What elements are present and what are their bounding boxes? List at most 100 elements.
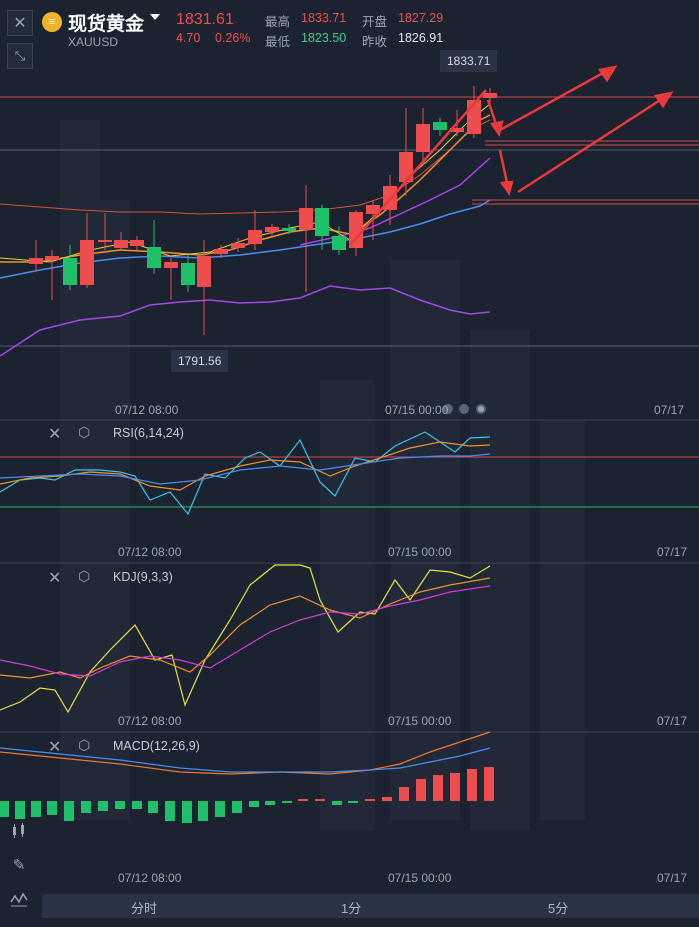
last-price: 1831.61 [176, 11, 234, 28]
candle-body [366, 205, 380, 214]
macd-histogram-bar [282, 801, 292, 803]
time-label: 07/15 00:00 [388, 714, 452, 728]
collapse-arrows-icon[interactable]: ⤡ [7, 43, 33, 69]
macd-histogram-bar [467, 769, 477, 801]
high-label: 最高 [265, 15, 291, 29]
candle-body [197, 256, 211, 287]
rsi-settings-icon[interactable]: ⬡ [78, 424, 91, 440]
candle-body [315, 208, 329, 236]
macd-histogram-bar [115, 801, 125, 809]
macd-histogram-bar [81, 801, 91, 813]
candle-body [181, 263, 195, 285]
period-tab-bar [42, 894, 699, 918]
macd-close-icon[interactable]: ✕ [48, 739, 62, 756]
macd-histogram-bar [484, 767, 494, 801]
indicator-wave-icon[interactable] [6, 886, 32, 912]
macd-histogram-bar [332, 801, 342, 805]
candle-body [332, 236, 346, 250]
low-label: 最低 [265, 35, 291, 49]
low-price-marker: 1791.56 [171, 350, 229, 372]
candle-body [231, 243, 245, 248]
kdj-settings-icon[interactable]: ⬡ [78, 568, 91, 584]
candle-body [282, 228, 296, 231]
candle-body [80, 240, 94, 285]
macd-title: MACD(12,26,9) [113, 739, 200, 753]
macd-histogram-bar [232, 801, 242, 813]
time-label: 07/17 [657, 714, 688, 728]
chevron-down-icon[interactable] [150, 14, 160, 20]
macd-histogram-bar [382, 797, 392, 801]
price-change: 4.70 [176, 31, 201, 45]
instrument-symbol: XAUUSD [68, 35, 119, 49]
time-label: 07/15 00:00 [385, 403, 449, 417]
price-change-pct: 0.26% [215, 31, 251, 45]
macd-histogram-bar [249, 801, 259, 807]
tab-timeshare[interactable]: 分时 [131, 901, 158, 916]
prev-close-value: 1826.91 [398, 31, 444, 45]
macd-histogram-bar [98, 801, 108, 811]
macd-histogram-bar [31, 801, 41, 817]
rsi24-line [0, 453, 491, 485]
candle-body [483, 93, 497, 98]
candle-body [63, 258, 77, 285]
header-bar [0, 0, 699, 58]
candle-body [349, 212, 363, 248]
candle-body [164, 262, 178, 268]
time-label: 07/15 00:00 [388, 545, 452, 559]
candle-body [416, 124, 430, 152]
macd-histogram-bar [450, 773, 460, 801]
close-icon[interactable]: ✕ [7, 10, 33, 36]
kdj-j-line [0, 564, 491, 714]
macd-dea-line [0, 747, 491, 773]
macd-histogram-bar [198, 801, 208, 821]
tab-5min[interactable]: 5分 [548, 901, 569, 916]
kdj-close-icon[interactable]: ✕ [48, 570, 62, 587]
macd-histogram-bar [182, 801, 192, 823]
candle-body [114, 240, 128, 248]
macd-histogram-bar [132, 801, 142, 809]
open-value: 1827.29 [398, 11, 444, 25]
time-label: 07/17 [657, 871, 688, 885]
rsi14-line [0, 441, 491, 491]
macd-histogram-bar [47, 801, 57, 815]
macd-histogram-bar [265, 801, 275, 805]
macd-histogram-bar [348, 801, 358, 803]
kdj-title: KDJ(9,3,3) [113, 570, 173, 584]
tab-1min[interactable]: 1分 [341, 901, 362, 916]
macd-histogram-bar [165, 801, 175, 821]
candle-body [248, 230, 262, 244]
time-label: 07/15 00:00 [388, 871, 452, 885]
high-price-marker: 1833.71 [440, 50, 498, 72]
prev-close-label: 昨收 [362, 35, 388, 49]
kdj-d-line [0, 585, 491, 677]
candle-body [399, 152, 413, 182]
candle-body [45, 256, 59, 260]
macd-histogram-bar [399, 787, 409, 801]
candle-body [147, 247, 161, 268]
bollinger-upper-line [0, 119, 491, 215]
ma-purple-line [0, 285, 491, 357]
time-label: 07/12 08:00 [115, 403, 179, 417]
macd-histogram-bar [15, 801, 25, 819]
candle-body [450, 128, 464, 132]
macd-histogram-bar [64, 801, 74, 821]
macd-histogram-bar [365, 799, 375, 801]
candle-body [265, 227, 279, 232]
time-label: 07/17 [654, 403, 685, 417]
candle-body [98, 240, 112, 242]
instrument-title[interactable]: 现货黄金 [68, 14, 145, 35]
candlestick-icon[interactable] [6, 818, 32, 844]
macd-histogram-bar [215, 801, 225, 817]
pencil-icon[interactable]: ✎ [12, 857, 26, 874]
candle-body [130, 240, 144, 246]
time-label: 07/12 08:00 [118, 714, 182, 728]
macd-histogram-bar [148, 801, 158, 813]
macd-histogram-bar [0, 801, 9, 817]
macd-histogram-bar [298, 799, 308, 801]
rsi-close-icon[interactable]: ✕ [48, 426, 62, 443]
open-label: 开盘 [362, 15, 388, 29]
macd-settings-icon[interactable]: ⬡ [78, 737, 91, 753]
time-label: 07/17 [657, 545, 688, 559]
candle-body [299, 208, 313, 230]
